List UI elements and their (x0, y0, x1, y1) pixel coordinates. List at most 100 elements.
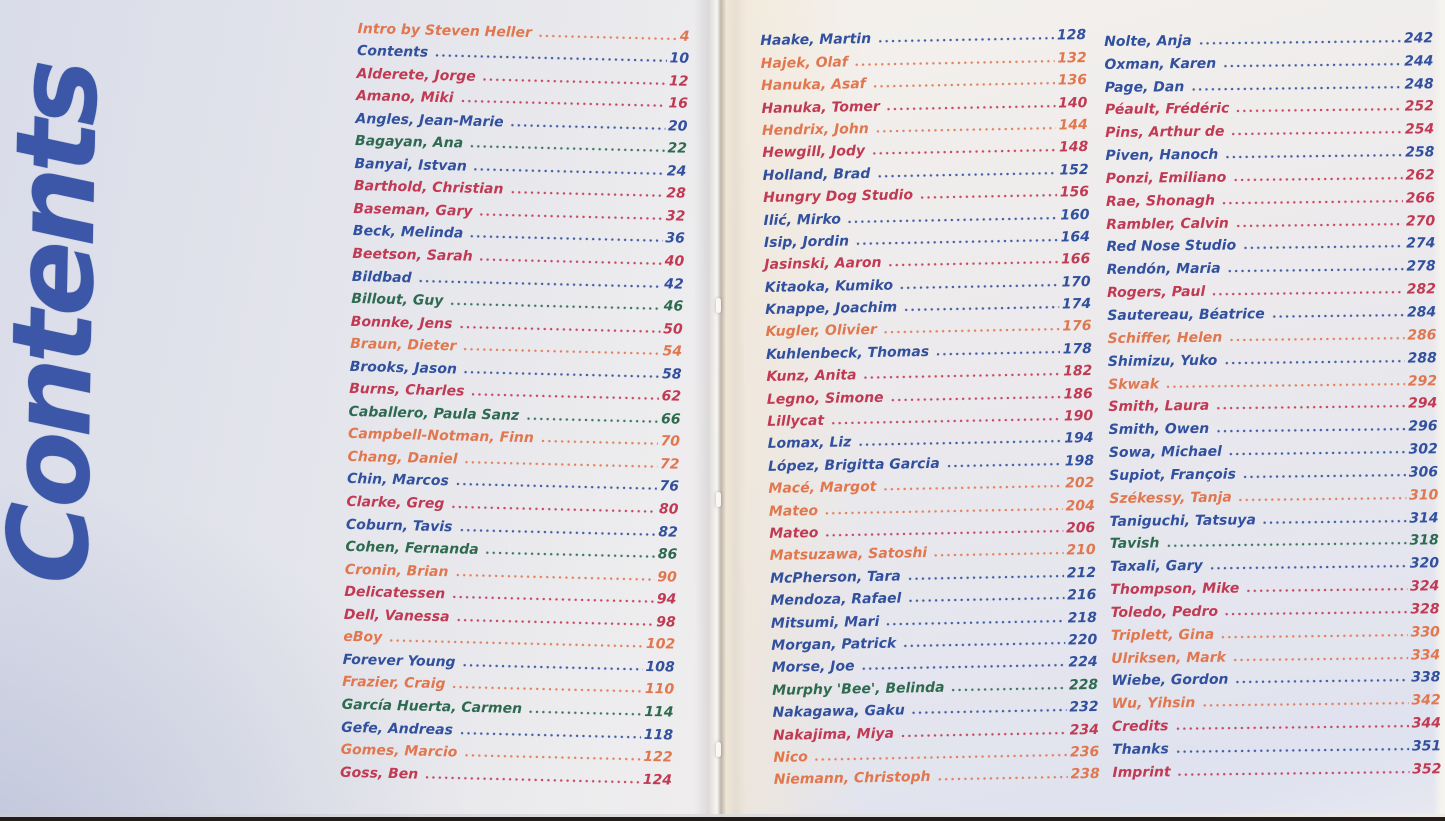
toc-entry-page: 166 (1060, 251, 1091, 268)
toc-entry-label: Red Nose Studio (1106, 237, 1237, 256)
toc-entry-page: 262 (1405, 167, 1435, 184)
dot-leader (1221, 198, 1403, 206)
toc-entry: Imprint 352 (1112, 754, 1441, 781)
toc-entry-label: Morgan, Patrick (771, 635, 897, 654)
toc-entry-page: 22 (667, 140, 688, 158)
dot-leader (1224, 358, 1405, 366)
toc-entry-label: Kugler, Olivier (765, 322, 877, 341)
dot-leader (1209, 563, 1407, 572)
dot-leader (1243, 244, 1404, 251)
toc-entry-label: Skwak (1107, 375, 1160, 393)
toc-entry-label: Nakagawa, Gaku (772, 702, 905, 721)
dot-leader (946, 461, 1062, 469)
toc-entry-page: 210 (1066, 542, 1096, 559)
toc-entry-page: 178 (1062, 340, 1093, 358)
toc-entry-page: 40 (664, 253, 685, 270)
toc-entry-label: Smith, Owen (1108, 421, 1210, 439)
toc-entry-label: Beetson, Sarah (352, 245, 473, 265)
toc-entry-page: 94 (656, 591, 677, 608)
toc-entry-label: Murphy 'Bee', Belinda (772, 679, 945, 699)
dot-leader (1212, 289, 1404, 297)
toc-entry-label: Ulriksen, Mark (1111, 649, 1227, 667)
toc-entry-page: 148 (1058, 139, 1089, 156)
toc-entry-label: Beck, Melinda (352, 223, 464, 243)
dot-leader (1175, 746, 1410, 755)
toc-entry-label: Page, Dan (1104, 78, 1185, 96)
toc-entry-page: 232 (1069, 699, 1099, 716)
toc-entry-label: Legno, Simone (766, 389, 884, 408)
toc-entry-label: Sautereau, Béatrice (1107, 306, 1265, 324)
toc-entry-label: Bonnke, Jens (350, 313, 453, 332)
dot-leader (1202, 700, 1409, 709)
dot-leader (1233, 175, 1403, 183)
toc-entry-page: 54 (662, 343, 683, 360)
toc-entry-page: 62 (661, 388, 682, 406)
toc-entry-label: McPherson, Tara (769, 568, 901, 587)
toc-entry-page: 252 (1404, 98, 1435, 115)
toc-entry-label: Knappe, Joachim (765, 299, 898, 319)
toc-entry-page: 32 (665, 208, 686, 225)
toc-entry-label: Chang, Daniel (347, 448, 458, 468)
toc-entry-label: Wiebe, Gordon (1111, 672, 1229, 690)
toc-entry-page: 338 (1411, 669, 1441, 687)
dot-leader (528, 709, 642, 717)
dot-leader (888, 259, 1059, 268)
dot-leader (847, 215, 1058, 224)
toc-entry-page: 86 (657, 546, 678, 563)
toc-entry-label: Ilić, Mirko (763, 211, 842, 229)
toc-entry-label: Schiffer, Helen (1107, 329, 1223, 347)
toc-entry-page: 306 (1408, 464, 1439, 481)
toc-entry-page: 160 (1060, 206, 1090, 224)
toc-entry-label: Hanuka, Tomer (761, 98, 881, 117)
dot-leader (1198, 38, 1401, 46)
dot-leader (540, 438, 658, 447)
toc-entry-label: Hanuka, Asaf (760, 76, 866, 95)
toc-entry-page: 296 (1408, 418, 1438, 435)
dot-leader (1166, 381, 1405, 389)
toc-entry-page: 254 (1404, 121, 1435, 138)
left-page (0, 0, 718, 817)
toc-entry-label: Forever Young (342, 651, 456, 671)
toc-entry-label: Mateo (768, 502, 819, 520)
toc-entry-label: Nakajima, Miya (772, 725, 895, 744)
dot-leader (883, 327, 1060, 336)
toc-entry-label: Contents (356, 43, 429, 61)
toc-entry-page: 212 (1066, 564, 1097, 582)
dot-leader (904, 304, 1059, 313)
dot-leader (1227, 266, 1404, 274)
toc-entry-page: 224 (1068, 654, 1098, 671)
dot-leader (1235, 221, 1404, 229)
toc-entry-page: 76 (659, 478, 680, 496)
toc-entry-label: Hendrix, John (761, 120, 869, 139)
toc-entry-label: Morse, Joe (771, 658, 855, 677)
toc-entry-label: Toledo, Pedro (1110, 603, 1219, 621)
toc-entry-label: Bagayan, Ana (354, 133, 464, 152)
toc-entry-page: 204 (1065, 497, 1095, 515)
toc-entry-label: Mateo (769, 524, 819, 542)
toc-entry-label: Delicatessen (344, 584, 446, 603)
stitch-mark (716, 742, 721, 757)
toc-entry-page: 50 (662, 320, 683, 338)
toc-entry-page: 258 (1405, 144, 1435, 161)
toc-entry-page: 242 (1403, 30, 1434, 47)
toc-entry-page: 320 (1409, 555, 1440, 572)
book-gutter (694, 0, 746, 817)
toc-entry-label: Kitaoka, Kumiko (764, 277, 894, 296)
toc-entry-label: Goss, Ben (339, 764, 419, 783)
toc-entry-page: 176 (1062, 318, 1092, 335)
dot-leader (901, 729, 1067, 739)
dot-leader (1238, 495, 1407, 503)
toc-entry-page: 174 (1061, 296, 1092, 313)
toc-entry-page: 330 (1410, 624, 1440, 641)
dot-leader (1225, 609, 1408, 617)
toc-entry-page: 164 (1060, 228, 1091, 246)
dot-leader (1216, 426, 1406, 434)
dot-leader (1271, 312, 1405, 320)
toc-entry-label: Nolte, Anja (1104, 32, 1192, 50)
dot-leader (1191, 84, 1402, 92)
toc-entry-page: 236 (1069, 743, 1100, 761)
dot-leader (908, 595, 1065, 604)
toc-column-1: Intro by Steven Heller 4 Contents 10 Alderet… (339, 14, 690, 789)
toc-entry-label: Shimizu, Yuko (1107, 352, 1218, 370)
toc-entry-page: 90 (657, 568, 678, 586)
